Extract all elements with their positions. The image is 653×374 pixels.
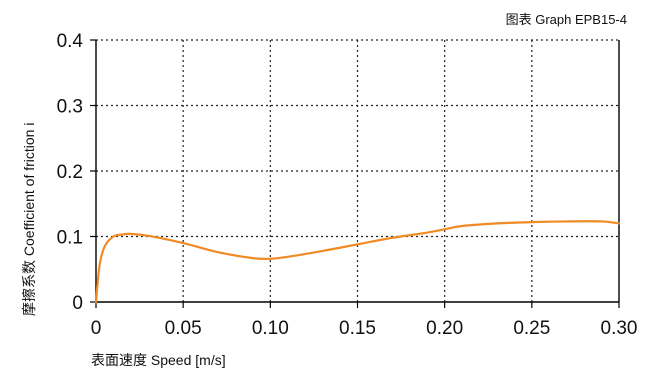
series-group (94, 220, 621, 304)
tick-marks (90, 39, 620, 308)
y-tick-label: 0.1 (57, 228, 83, 249)
y-tick-labels: 0 0.1 0.2 0.3 0.4 (57, 31, 84, 314)
x-tick-label: 0.15 (339, 318, 376, 339)
y-tick-label: 0.3 (57, 97, 83, 118)
grid-lines (96, 39, 619, 302)
graph-id-label: 图表 Graph EPB15-4 (505, 12, 627, 27)
x-tick-label: 0 (91, 318, 102, 339)
y-tick-label: 0.4 (57, 31, 84, 52)
y-axis-label: 摩擦系数 Coefficient of friction i (21, 122, 37, 316)
friction-curve-line (94, 220, 621, 304)
x-tick-label: 0.05 (165, 318, 202, 339)
y-tick-label: 0 (72, 293, 83, 314)
x-tick-label: 0.30 (601, 318, 638, 339)
x-tick-labels: 0 0.05 0.10 0.15 0.20 0.25 0.30 (91, 318, 638, 339)
x-tick-label: 0.10 (252, 318, 289, 339)
x-tick-label: 0.20 (426, 318, 463, 339)
y-tick-label: 0.2 (57, 162, 83, 183)
x-tick-label: 0.25 (513, 318, 550, 339)
x-axis-label: 表面速度 Speed [m/s] (91, 352, 226, 368)
